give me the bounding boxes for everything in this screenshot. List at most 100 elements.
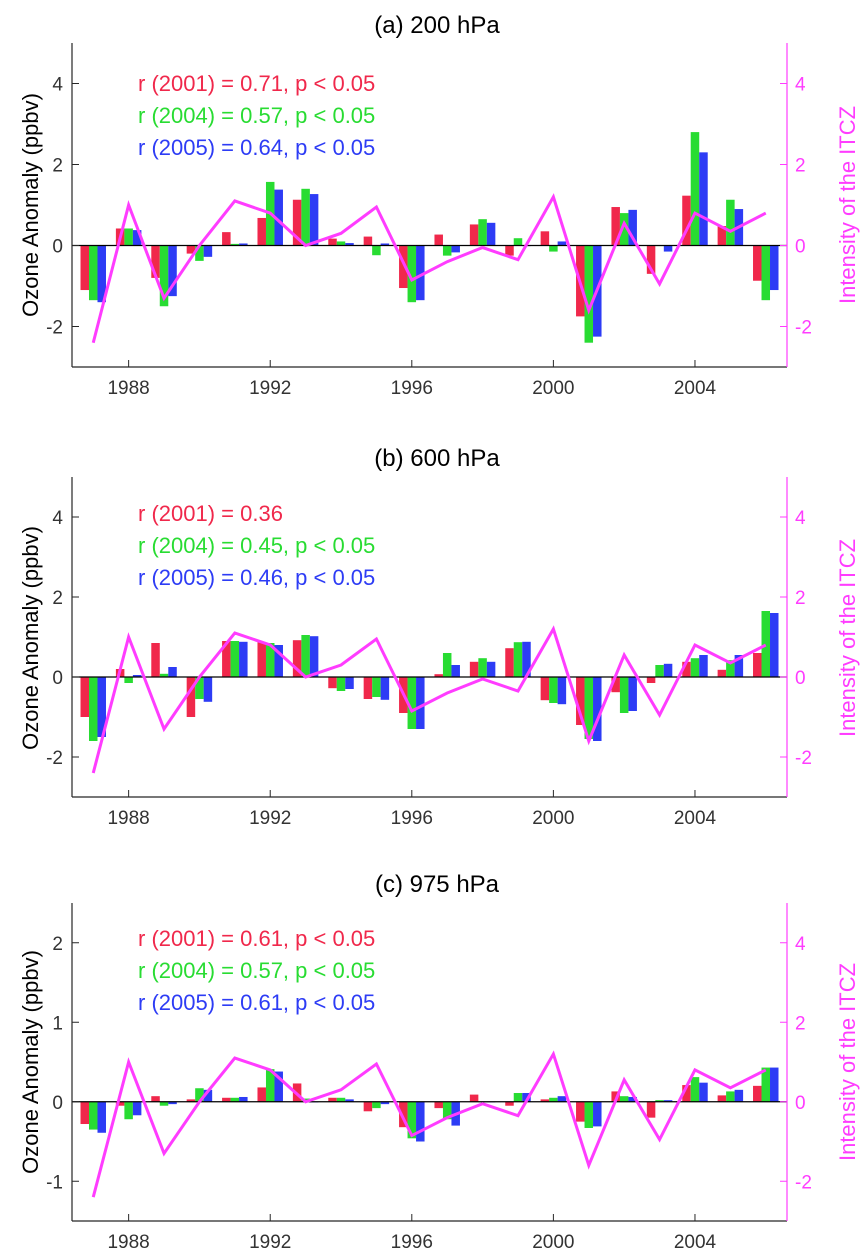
bar-2001-2006 [753,245,762,281]
bar-2001-1989 [151,1096,160,1102]
bar-2004-1995 [372,245,381,256]
bar-2005-1996 [416,1101,425,1142]
y-tick-label: 4 [52,75,63,96]
bar-2001-2004 [682,661,691,677]
x-tick-label: 2000 [532,378,574,399]
panel-title: (b) 600 hPa [374,445,500,472]
bar-2005-2002 [628,677,637,711]
bar-2005-2000 [557,677,567,705]
y2-tick-label: 0 [795,668,806,689]
bar-2005-1998 [486,222,496,246]
y2-tick-label: 4 [795,934,806,955]
bar-2005-1996 [416,677,425,729]
bar-2004-1988 [124,1101,133,1120]
bar-2001-2001 [576,1101,585,1122]
bar-2004-1997 [442,1101,452,1120]
bar-2005-1991 [239,243,248,246]
x-tick-label: 1988 [107,808,149,829]
bar-2004-1987 [88,1101,98,1130]
x-tick-label: 1992 [249,808,291,829]
bar-2001-2003 [646,1101,656,1118]
bar-2005-1994 [345,1099,354,1102]
bar-2005-1987 [97,245,106,303]
bar-2005-2002 [628,1096,637,1102]
itcz-line [91,193,767,344]
bar-2004-1989 [159,1101,169,1106]
bar-2001-1996 [399,1101,408,1128]
bar-2004-2000 [549,245,558,252]
bar-2004-2002 [619,213,629,246]
bar-2001-2005 [717,1095,727,1102]
bar-2005-1997 [451,665,460,677]
y2-axis-label: Intensity of the ITCZ [835,963,860,1161]
bar-2001-1995 [363,236,373,246]
bar-2001-2002 [611,677,620,693]
bar-2001-1999 [505,648,514,677]
bar-2001-1989 [151,643,160,677]
itcz-line [91,1050,767,1198]
x-tick-label: 1988 [107,1232,149,1253]
y2-tick-label: 2 [795,1013,806,1034]
bar-2005-1999 [522,641,531,677]
bar-2005-1995 [380,677,390,700]
bar-2004-1989 [159,245,169,307]
bar-2005-1988 [132,230,142,246]
bar-2001-1992 [257,217,266,246]
bar-2005-1991 [239,641,248,677]
bar-2001-1991 [222,1097,231,1102]
bar-2004-1998 [478,219,487,246]
y2-tick-label: 0 [795,237,806,258]
correlation-annotations: r (2001) = 0.61, p < 0.05 r (2004) = 0.5… [138,926,375,1015]
bar-2005-2001 [593,1101,602,1127]
bar-2001-2000 [540,1099,550,1102]
bar-2001-1991 [222,641,231,677]
bar-2004-1996 [407,1101,417,1139]
bar-2001-1992 [257,1087,266,1102]
plot-area [72,1050,787,1198]
bar-2004-2004 [690,1077,700,1102]
y-tick-label: 0 [52,237,63,258]
panel-c: (c) 975 hPa Ozone Anomaly (ppbv) Intensi… [18,871,860,1253]
bar-2004-1990 [195,677,204,699]
bar-2005-1992 [274,1071,283,1102]
bar-2004-2000 [549,1097,558,1102]
bar-2004-1991 [230,243,240,246]
plot-area [72,611,787,774]
y-tick-label: 4 [52,508,63,529]
bar-2001-1997 [434,234,443,246]
correlation-annotations: r (2001) = 0.71, p < 0.05 r (2004) = 0.5… [138,71,375,160]
bar-2001-1998 [469,1094,479,1102]
y-tick-label: 2 [52,934,63,955]
panel-title: (a) 200 hPa [374,12,500,39]
bar-2004-1998 [478,658,487,677]
bar-2005-2004 [699,1082,708,1102]
bar-2001-1993 [292,640,302,677]
bar-2005-1987 [97,677,106,737]
x-tick-label: 2004 [674,1232,717,1253]
bar-2004-2002 [619,1096,629,1102]
bar-2005-2003 [663,663,673,677]
annotation-2005: r (2005) = 0.61, p < 0.05 [138,990,375,1015]
bar-2001-2003 [646,245,656,274]
bar-2001-2004 [682,195,691,246]
bar-2001-1999 [505,245,514,256]
bar-2004-2006 [761,1067,771,1102]
bar-2004-1991 [230,1097,240,1102]
y2-axis-label: Intensity of the ITCZ [835,106,860,304]
x-tick-label: 2004 [674,808,717,829]
annotation-2004: r (2004) = 0.57, p < 0.05 [138,958,375,983]
bar-2001-1996 [399,245,408,289]
y-tick-label: 0 [52,1093,63,1114]
panel-a: (a) 200 hPa Ozone Anomaly (ppbv) Intensi… [18,12,860,399]
bar-2004-1994 [336,1097,346,1102]
bar-2005-2005 [734,1089,744,1102]
y2-tick-label: -2 [795,318,812,339]
bar-2004-2001 [584,677,594,739]
bar-2004-1997 [442,245,452,256]
bar-2004-2005 [726,660,735,677]
x-tick-label: 2000 [532,808,574,829]
correlation-annotations: r (2001) = 0.36 r (2004) = 0.45, p < 0.0… [138,501,375,590]
bar-2005-1988 [132,675,142,677]
annotation-2004: r (2004) = 0.45, p < 0.05 [138,533,375,558]
